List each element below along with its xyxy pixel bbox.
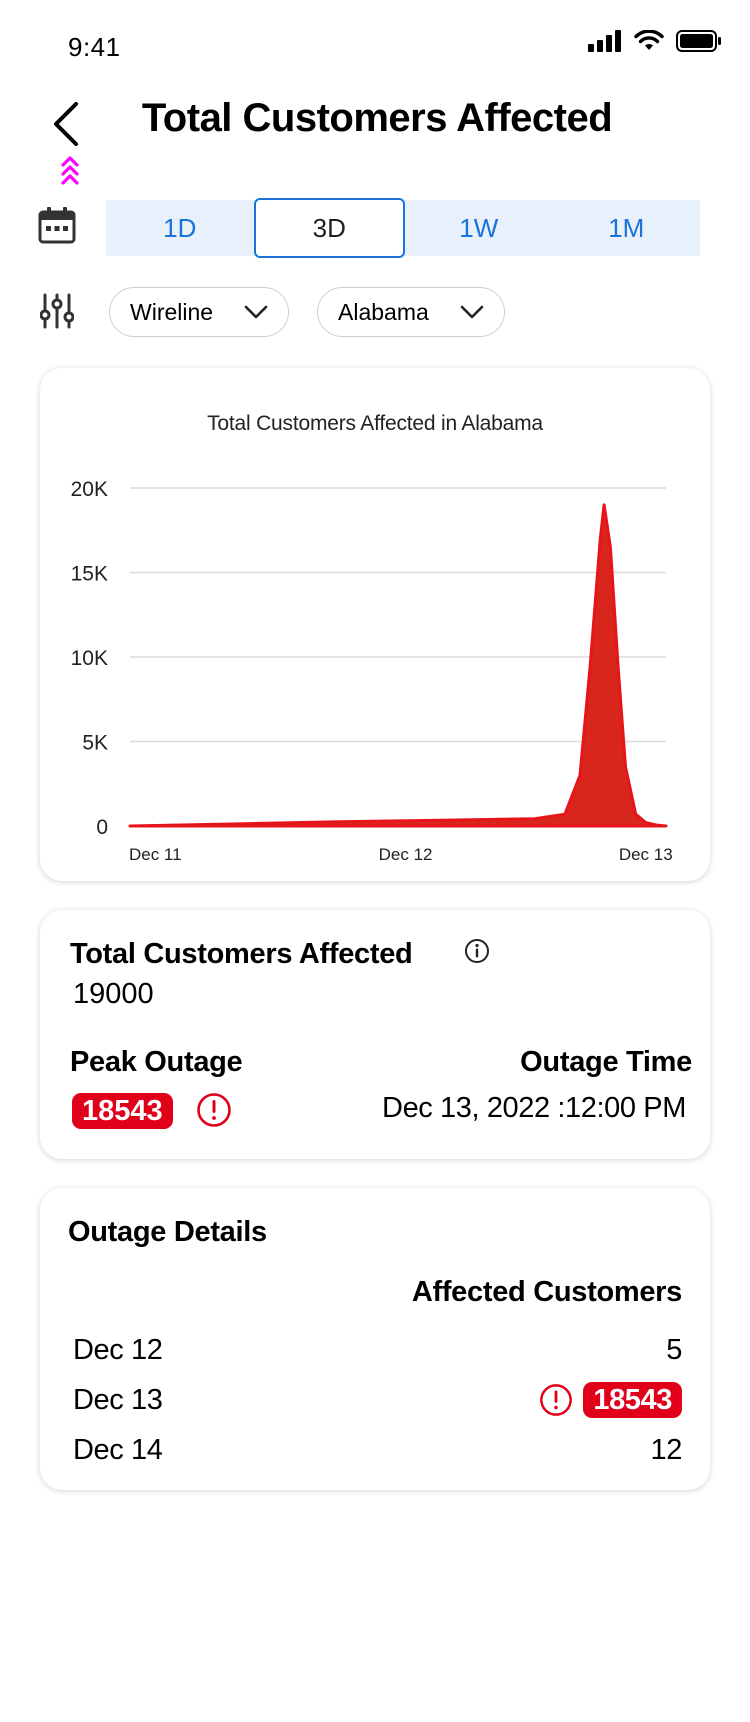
alert-icon: [197, 1093, 231, 1127]
wifi-icon: [634, 30, 664, 50]
back-arrow-icon: [54, 102, 78, 146]
chevron-down-icon: [244, 305, 268, 319]
row-date: Dec 14: [73, 1433, 163, 1466]
row-value: 5: [666, 1333, 682, 1366]
summary-title: Total Customers Affected: [70, 938, 413, 970]
y-tick-label: 0: [96, 816, 108, 839]
row-value-group: 18543: [539, 1382, 682, 1418]
tab-1w[interactable]: 1W: [459, 212, 499, 243]
affected-customers-header: Affected Customers: [411, 1276, 682, 1308]
calendar-icon[interactable]: [38, 206, 76, 244]
y-tick-label: 10K: [71, 647, 108, 670]
outage-details-card: Outage Details Affected Customers Dec 12…: [40, 1188, 710, 1490]
chart-card: Total Customers Affected in Alabama 0 5K 1…: [40, 368, 710, 881]
table-row: Dec 13 18543: [73, 1380, 682, 1420]
row-value-badge: 18543: [583, 1382, 682, 1418]
page-title: Total Customers Affected: [141, 96, 613, 140]
back-button[interactable]: [44, 94, 88, 154]
y-tick-label: 15K: [71, 563, 108, 586]
table-row: Dec 14 12: [73, 1430, 682, 1470]
info-icon[interactable]: [464, 938, 490, 964]
summary-card: Total Customers Affected 19000 Peak Outa…: [40, 910, 710, 1159]
status-bar: 9:41: [0, 0, 750, 100]
tab-3d[interactable]: 3D: [253, 198, 405, 258]
state-dropdown-label: Alabama: [338, 298, 429, 325]
row-date: Dec 12: [73, 1333, 163, 1366]
outage-time-value: Dec 13, 2022 :12:00 PM: [382, 1092, 686, 1124]
tab-1d[interactable]: 1D: [163, 212, 197, 243]
chart-title: Total Customers Affected in Alabama: [207, 412, 543, 435]
x-tick-label: Dec 12: [379, 845, 433, 864]
filter-sliders-icon[interactable]: [40, 293, 74, 329]
tab-1m[interactable]: 1M: [608, 212, 645, 243]
battery-icon: [676, 30, 721, 52]
outage-time-label: Outage Time: [520, 1046, 692, 1078]
network-dropdown-label: Wireline: [130, 298, 214, 325]
alert-icon: [540, 1384, 573, 1416]
area-chart: 0 5K 10K 15K 20K Dec 11 Dec 12 Dec 13: [71, 478, 673, 864]
outage-details-title: Outage Details: [68, 1216, 267, 1248]
time-range-tabs: 1D 3D 1W 1M: [106, 198, 700, 258]
peak-outage-badge: 18543: [72, 1093, 173, 1129]
x-tick-label: Dec 11: [129, 845, 182, 864]
signal-icon: [588, 30, 621, 52]
row-value: 12: [650, 1433, 683, 1466]
status-icons: [588, 30, 722, 52]
table-row: Dec 12 5: [73, 1330, 682, 1370]
peak-outage-label: Peak Outage: [70, 1046, 243, 1078]
series-area: [128, 503, 668, 828]
priority-chevrons-icon: [61, 156, 79, 185]
y-tick-label: 20K: [71, 478, 108, 501]
x-tick-label: Dec 13: [619, 845, 673, 864]
y-tick-label: 5K: [82, 732, 108, 755]
network-dropdown[interactable]: Wireline: [109, 287, 289, 337]
state-dropdown[interactable]: Alabama: [317, 287, 505, 337]
chevron-down-icon: [460, 305, 484, 319]
status-time: 9:41: [68, 32, 121, 62]
row-date: Dec 13: [73, 1383, 163, 1416]
total-customers-value: 19000: [73, 978, 154, 1010]
